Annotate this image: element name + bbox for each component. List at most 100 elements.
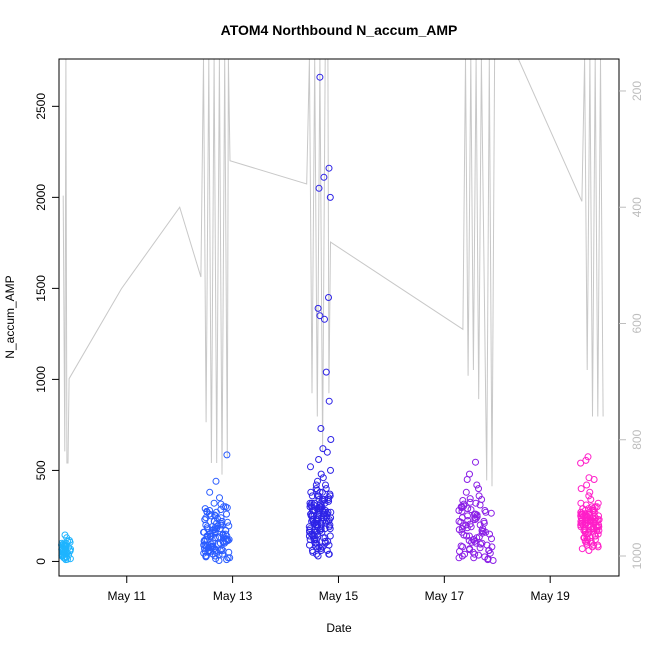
x-tick-label: May 17 bbox=[425, 589, 465, 603]
x-axis-label: Date bbox=[326, 621, 352, 635]
data-point bbox=[311, 519, 319, 527]
data-point bbox=[462, 521, 470, 529]
data-point bbox=[203, 523, 211, 531]
data-point bbox=[579, 510, 587, 518]
data-point bbox=[476, 544, 484, 552]
data-point bbox=[477, 540, 485, 548]
data-point bbox=[315, 543, 323, 551]
data-point bbox=[200, 528, 207, 536]
plot-frame bbox=[58, 58, 620, 577]
data-point bbox=[223, 532, 231, 540]
data-point bbox=[313, 492, 321, 500]
data-point bbox=[584, 453, 592, 461]
depth-line bbox=[62, 58, 604, 487]
data-point bbox=[66, 538, 74, 546]
data-point bbox=[317, 521, 325, 529]
data-point bbox=[469, 536, 477, 544]
data-point bbox=[467, 506, 475, 514]
data-point bbox=[464, 517, 472, 524]
data-point bbox=[327, 466, 334, 474]
right-tick-label: 1000 bbox=[630, 542, 644, 569]
data-point bbox=[202, 536, 209, 544]
data-point bbox=[591, 530, 599, 538]
data-point bbox=[325, 516, 333, 524]
data-point bbox=[323, 510, 331, 518]
data-point bbox=[61, 541, 68, 549]
data-point bbox=[214, 522, 222, 530]
data-point bbox=[210, 499, 218, 507]
data-point bbox=[325, 294, 332, 301]
data-point bbox=[590, 541, 598, 549]
data-point bbox=[580, 527, 588, 534]
data-point bbox=[210, 526, 217, 534]
data-point bbox=[485, 547, 493, 554]
data-point bbox=[212, 548, 220, 556]
data-point bbox=[590, 476, 598, 483]
data-point bbox=[208, 540, 215, 548]
data-point bbox=[61, 531, 69, 539]
data-point bbox=[321, 315, 328, 323]
data-point bbox=[476, 501, 484, 509]
data-point bbox=[583, 481, 591, 489]
data-point bbox=[585, 492, 593, 500]
data-point bbox=[223, 451, 231, 459]
data-point bbox=[323, 448, 331, 456]
data-point bbox=[320, 173, 328, 181]
right-tick-label: 600 bbox=[630, 313, 644, 333]
data-point bbox=[458, 552, 466, 560]
data-point bbox=[312, 481, 320, 489]
y-axis-right: 200 400 600 800 1000 bbox=[619, 81, 644, 569]
y-axis: 0 500 1000 1500 2000 2500 bbox=[34, 93, 59, 565]
data-point bbox=[578, 545, 586, 553]
data-point bbox=[577, 512, 585, 520]
data-point bbox=[204, 532, 212, 540]
data-point bbox=[475, 485, 482, 493]
data-point bbox=[200, 537, 208, 544]
data-point bbox=[486, 530, 493, 538]
data-point bbox=[317, 470, 325, 478]
data-point bbox=[319, 445, 327, 453]
data-point bbox=[463, 532, 471, 540]
data-point bbox=[317, 425, 325, 432]
data-point bbox=[315, 496, 323, 503]
data-point bbox=[206, 488, 214, 496]
series-3 bbox=[455, 458, 497, 564]
data-point bbox=[313, 550, 320, 558]
data-point bbox=[59, 542, 67, 550]
x-tick-label: May 13 bbox=[213, 589, 253, 603]
data-point bbox=[307, 488, 315, 496]
data-point bbox=[203, 507, 211, 515]
data-point bbox=[487, 509, 495, 517]
data-point bbox=[325, 164, 333, 172]
data-point bbox=[466, 545, 474, 553]
data-point bbox=[223, 504, 231, 512]
data-point bbox=[595, 527, 603, 534]
data-point bbox=[586, 514, 594, 522]
data-point bbox=[464, 505, 472, 513]
data-point bbox=[325, 397, 333, 405]
data-point bbox=[325, 494, 332, 502]
data-point bbox=[312, 543, 320, 551]
data-point bbox=[314, 477, 321, 485]
data-point bbox=[64, 555, 71, 563]
data-point bbox=[587, 496, 595, 503]
y-tick-label: 1500 bbox=[34, 275, 48, 302]
data-point bbox=[216, 494, 223, 502]
data-point bbox=[322, 368, 330, 376]
data-point bbox=[591, 516, 599, 524]
data-point bbox=[315, 184, 323, 192]
data-point bbox=[322, 519, 330, 527]
y-tick-label: 2500 bbox=[34, 93, 48, 120]
data-point bbox=[457, 503, 465, 511]
chart-title: ATOM4 Northbound N_accum_AMP bbox=[221, 22, 458, 38]
data-point bbox=[306, 499, 314, 507]
data-point bbox=[327, 514, 335, 522]
data-point bbox=[202, 521, 210, 529]
right-tick-label: 200 bbox=[630, 81, 644, 101]
data-point bbox=[588, 539, 596, 547]
data-point bbox=[312, 485, 320, 493]
right-tick-label: 400 bbox=[630, 197, 644, 217]
data-point bbox=[306, 525, 314, 533]
data-point bbox=[212, 477, 220, 485]
